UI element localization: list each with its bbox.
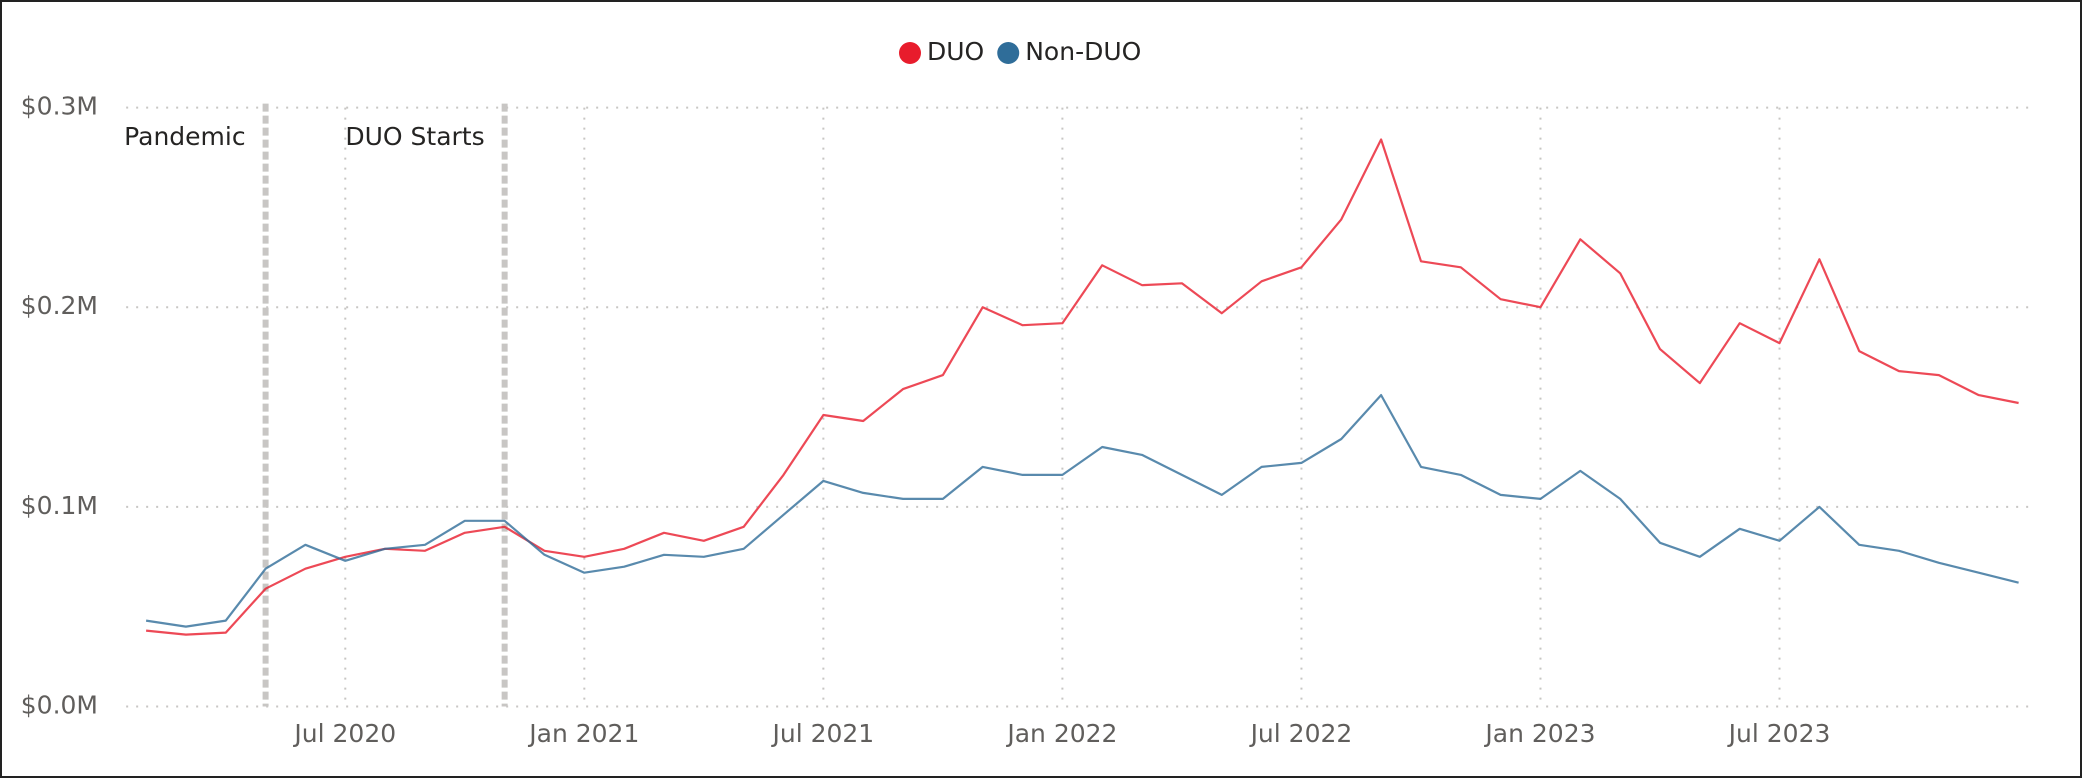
series-line [145, 394, 2019, 628]
x-tick-label: Jul 2023 [1727, 719, 1831, 748]
x-tick-label: Jan 2023 [1483, 719, 1595, 748]
x-tick-label: Jan 2021 [527, 719, 639, 748]
annotation: DUO Starts [345, 122, 484, 151]
x-tick-label: Jul 2020 [292, 719, 396, 748]
legend-swatch [997, 42, 1020, 64]
y-tick-label: $0.3M [21, 92, 98, 121]
x-tick-label: Jul 2021 [770, 719, 874, 748]
y-tick-label: $0.0M [21, 690, 98, 719]
legend-swatch [899, 42, 921, 64]
y-tick-label: $0.2M [21, 291, 98, 320]
series-line [145, 138, 2019, 636]
annotation: Pandemic [124, 122, 245, 151]
x-tick-label: Jan 2022 [1005, 719, 1117, 748]
y-tick-label: $0.1M [21, 491, 98, 520]
legend-label: Non-DUO [1025, 37, 1141, 66]
legend-label: DUO [927, 37, 984, 66]
x-tick-label: Jul 2022 [1249, 719, 1353, 748]
